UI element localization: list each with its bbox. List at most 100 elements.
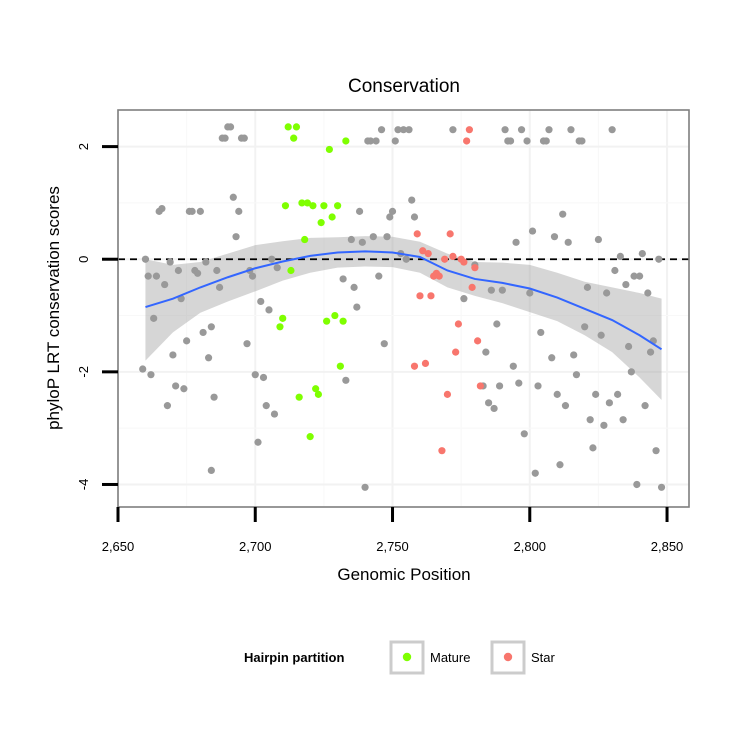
point-other — [635, 272, 644, 280]
point-mature — [336, 362, 344, 370]
point-other — [619, 416, 627, 424]
point-other — [408, 196, 416, 204]
point-other — [548, 354, 556, 362]
y-tick-label: -4 — [76, 479, 91, 491]
point-other — [229, 193, 237, 201]
legend-key-mature — [402, 652, 412, 662]
point-other — [215, 283, 224, 291]
point-other — [235, 207, 243, 215]
point-other — [355, 207, 364, 215]
point-mature — [342, 137, 350, 145]
point-other — [646, 348, 655, 356]
legend-label-mature: Mature — [430, 650, 470, 665]
point-mature — [284, 123, 292, 131]
point-other — [520, 430, 528, 438]
point-other — [213, 266, 221, 275]
point-other — [526, 289, 534, 297]
point-other — [353, 303, 361, 311]
point-star — [413, 230, 421, 238]
point-other — [254, 438, 262, 446]
point-other — [232, 233, 240, 241]
point-other — [394, 126, 402, 134]
chart-title: Conservation — [348, 76, 460, 97]
point-other — [616, 252, 624, 261]
point-other — [567, 126, 575, 134]
point-other — [449, 126, 457, 134]
confidence-band-layer — [145, 236, 662, 401]
point-other — [531, 469, 539, 477]
point-other — [366, 137, 375, 145]
point-other — [509, 362, 517, 370]
point-other — [139, 365, 147, 373]
point-other — [169, 351, 177, 359]
point-other — [386, 213, 394, 221]
point-other — [578, 137, 586, 145]
y-tick-label: 0 — [76, 256, 91, 263]
legend-key-star — [503, 652, 513, 662]
point-star — [421, 359, 430, 368]
point-star — [452, 348, 460, 356]
point-mature — [331, 311, 339, 320]
point-mature — [279, 314, 287, 322]
point-mature — [339, 317, 347, 325]
point-other — [611, 266, 619, 275]
point-mature — [317, 219, 325, 227]
point-other — [559, 210, 567, 218]
point-star — [460, 258, 468, 266]
point-other — [556, 461, 564, 469]
point-other — [534, 382, 542, 390]
point-other — [495, 382, 504, 390]
point-mature — [276, 323, 284, 331]
point-other — [399, 126, 408, 134]
series-star — [410, 126, 484, 455]
plot-panel — [118, 110, 689, 507]
point-other — [537, 328, 545, 337]
point-mature — [323, 317, 331, 325]
y-axis-title: phyloP LRT conservation scores — [44, 186, 63, 430]
y-tick-label: 2 — [76, 143, 91, 150]
point-other — [638, 249, 646, 258]
point-mature — [295, 393, 303, 401]
point-other — [265, 306, 273, 314]
points-layer — [139, 123, 666, 491]
point-other — [259, 373, 268, 382]
point-other — [248, 272, 257, 280]
point-other — [652, 447, 660, 455]
point-other — [517, 126, 526, 134]
point-star — [463, 137, 471, 145]
point-star — [446, 230, 454, 238]
point-other — [405, 126, 413, 134]
y-axis: 2 0 -2 -4 — [76, 143, 118, 490]
point-other — [641, 402, 649, 410]
point-other — [506, 137, 515, 145]
point-other — [147, 371, 155, 379]
point-other — [150, 314, 158, 322]
point-other — [487, 286, 495, 294]
point-mature — [328, 213, 336, 221]
point-star — [443, 390, 452, 398]
point-other — [515, 379, 523, 387]
point-star — [476, 382, 484, 390]
point-other — [605, 399, 613, 407]
point-other — [240, 134, 248, 142]
point-star — [449, 252, 457, 261]
point-other — [633, 480, 641, 489]
point-other — [608, 126, 616, 134]
point-other — [221, 134, 229, 142]
point-other — [172, 382, 180, 390]
point-star — [424, 249, 432, 258]
point-mature — [325, 145, 333, 154]
point-other — [268, 255, 276, 263]
point-other — [161, 280, 169, 289]
point-other — [402, 255, 410, 263]
point-other — [375, 272, 383, 280]
point-other — [383, 233, 391, 241]
smooth-line-layer — [145, 250, 663, 351]
point-other — [388, 207, 397, 215]
point-other — [583, 283, 592, 291]
point-other — [523, 137, 531, 145]
point-other — [561, 402, 570, 410]
point-other — [622, 280, 630, 289]
point-other — [273, 264, 281, 272]
